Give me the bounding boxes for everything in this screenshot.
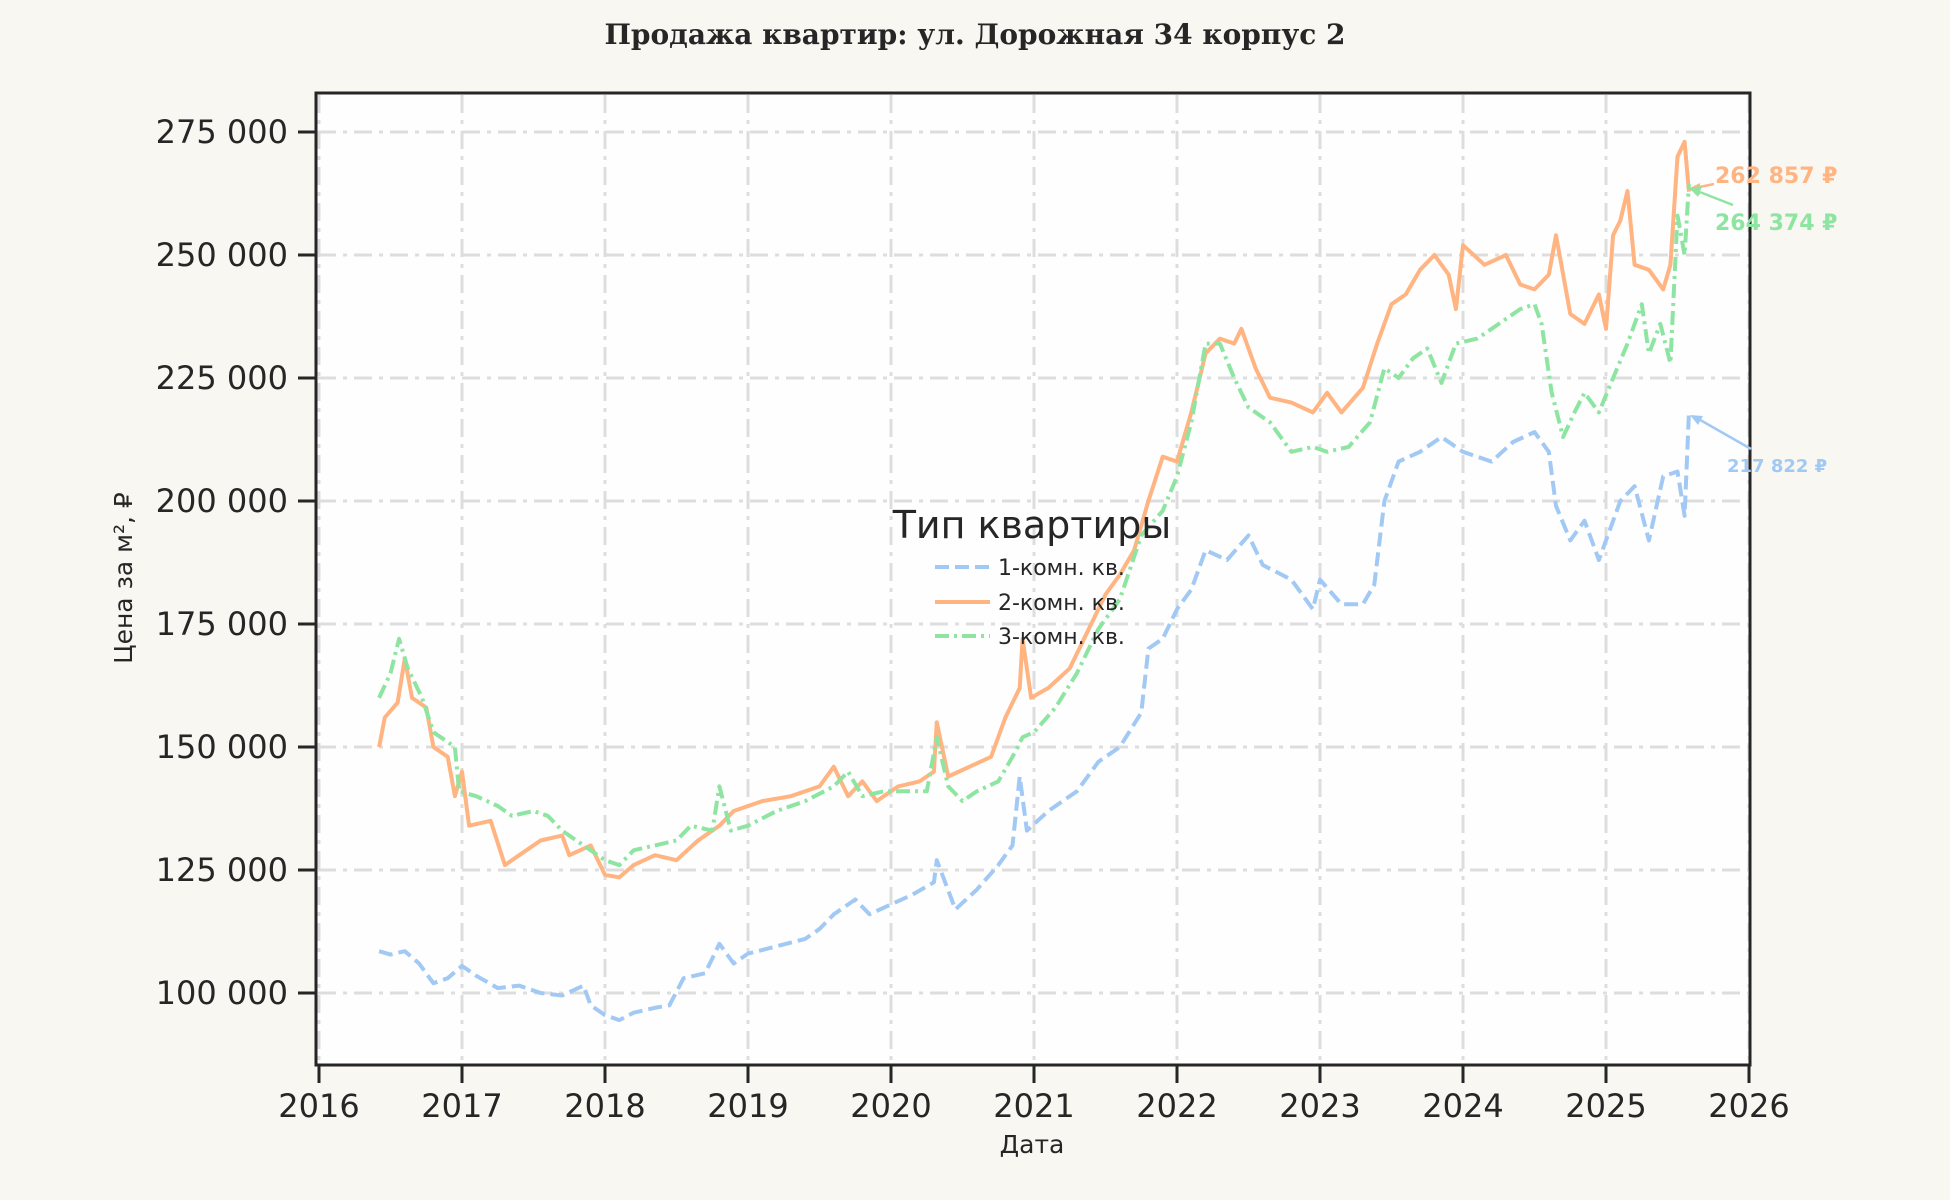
y-tick-label: 275 000 <box>156 113 288 151</box>
y-axis-label: Цена за м², ₽ <box>109 492 138 664</box>
legend-item-1room: 1-комн. кв. <box>998 556 1125 581</box>
x-tick-label: 2021 <box>993 1087 1074 1125</box>
x-axis: 2016 2017 2018 2019 2020 2021 2022 2023 2024 2025… <box>278 1065 1790 1125</box>
annotation-1room: 217 822 ₽ <box>1727 456 1827 477</box>
x-tick-label: 2018 <box>564 1087 645 1125</box>
x-tick-label: 2022 <box>1136 1087 1217 1125</box>
annotations: 262 857 ₽ 264 374 ₽ 217 822 ₽ <box>1688 164 1837 477</box>
x-axis-label: Дата <box>1000 1130 1065 1159</box>
y-tick-label: 175 000 <box>156 605 288 643</box>
x-tick-label: 2019 <box>707 1087 788 1125</box>
x-tick-label: 2026 <box>1708 1087 1789 1125</box>
y-tick-label: 200 000 <box>156 482 288 520</box>
y-tick-label: 150 000 <box>156 728 288 766</box>
legend-item-2room: 2-комн. кв. <box>998 591 1125 616</box>
annotation-3room: 264 374 ₽ <box>1715 211 1837 236</box>
series-line-2room <box>377 139 1691 880</box>
y-tick-label: 250 000 <box>156 236 288 274</box>
legend: Тип квартиры 1-комн. кв. 2-комн. кв. 3-к… <box>892 503 1172 650</box>
x-tick-label: 2020 <box>850 1087 931 1125</box>
x-tick-label: 2023 <box>1279 1087 1360 1125</box>
series-line-1room <box>378 413 1691 1023</box>
y-tick-label: 125 000 <box>156 851 288 889</box>
legend-title: Тип квартиры <box>892 503 1172 547</box>
y-tick-label: 100 000 <box>156 974 288 1012</box>
y-tick-label: 225 000 <box>156 359 288 397</box>
x-tick-label: 2024 <box>1422 1087 1503 1125</box>
series-line-3room <box>377 184 1691 868</box>
x-tick-label: 2016 <box>278 1087 359 1125</box>
chart-title: Продажа квартир: ул. Дорожная 34 корпус … <box>604 18 1346 51</box>
series-lines <box>377 139 1691 1023</box>
y-axis: 100 000 125 000 150 000 175 000 200 000 225 0… <box>156 113 316 1012</box>
legend-item-3room: 3-комн. кв. <box>998 625 1125 650</box>
x-tick-label: 2017 <box>421 1087 502 1125</box>
arrow-head-icon <box>1689 186 1702 197</box>
x-tick-label: 2025 <box>1565 1087 1646 1125</box>
annotation-arrow-1room <box>1694 415 1752 451</box>
annotation-2room: 262 857 ₽ <box>1715 164 1837 189</box>
arrow-head-icon <box>1690 415 1703 425</box>
